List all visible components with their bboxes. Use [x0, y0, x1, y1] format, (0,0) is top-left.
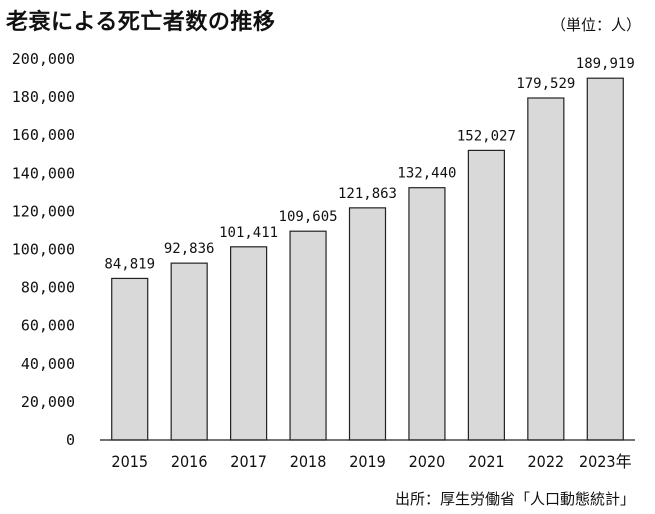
y-axis: 0 20,000 40,000 60,000 80,000 100,000 120,000 1…: [12, 50, 75, 449]
y-tick-label: 180,000: [12, 88, 75, 106]
data-label: 101,411: [219, 225, 278, 241]
bar: [170, 262, 208, 441]
data-labels: 84,819 92,836101,411109,605121,863132,440…: [104, 56, 634, 272]
bar: [348, 207, 387, 441]
bar: [408, 187, 446, 441]
y-tick-label: 120,000: [12, 202, 75, 220]
data-label: 179,529: [516, 76, 575, 92]
source-note: 出所：厚生労働省「人口動態統計」: [394, 490, 635, 508]
x-tick-label: 2019: [349, 452, 386, 471]
y-tick-label: 140,000: [12, 164, 75, 182]
unit-label: （単位：人）: [550, 16, 641, 34]
bar: [586, 77, 624, 441]
chart-title: 老衰による死亡者数の推移: [6, 10, 276, 35]
y-tick-label: 80,000: [21, 279, 75, 297]
data-label: 109,605: [279, 209, 338, 225]
data-label: 121,863: [338, 186, 397, 202]
y-tick-label: 60,000: [21, 317, 75, 335]
x-tick-label: 2016: [171, 452, 208, 471]
x-axis: 2015 2016 2017 2018 2019 2020 2021 2022 2023年: [100, 439, 635, 471]
x-tick-label: 2018: [290, 452, 327, 471]
y-tick-label: 200,000: [12, 50, 75, 68]
y-tick-label: 20,000: [21, 393, 75, 411]
x-tick-label: 2020: [409, 452, 446, 471]
x-tick-label: 2023年: [579, 452, 632, 471]
data-label: 132,440: [397, 166, 456, 182]
x-tick-label: 2015: [111, 452, 148, 471]
x-tick-label: 2021: [468, 452, 505, 471]
bar: [230, 246, 268, 441]
data-label: 92,836: [164, 241, 215, 257]
data-label: 152,027: [457, 128, 516, 144]
data-label: 189,919: [576, 56, 635, 72]
y-tick-label: 160,000: [12, 126, 75, 144]
bars: [111, 77, 624, 441]
y-tick-label: 100,000: [12, 241, 75, 259]
y-tick-label: 0: [66, 431, 75, 449]
bar: [467, 149, 505, 441]
data-label: 84,819: [104, 256, 155, 272]
bar: [527, 97, 565, 441]
bar: [289, 230, 327, 441]
y-tick-label: 40,000: [21, 355, 75, 373]
x-tick-label: 2017: [230, 452, 267, 471]
bar: [111, 277, 149, 441]
x-tick-label: 2022: [528, 452, 565, 471]
